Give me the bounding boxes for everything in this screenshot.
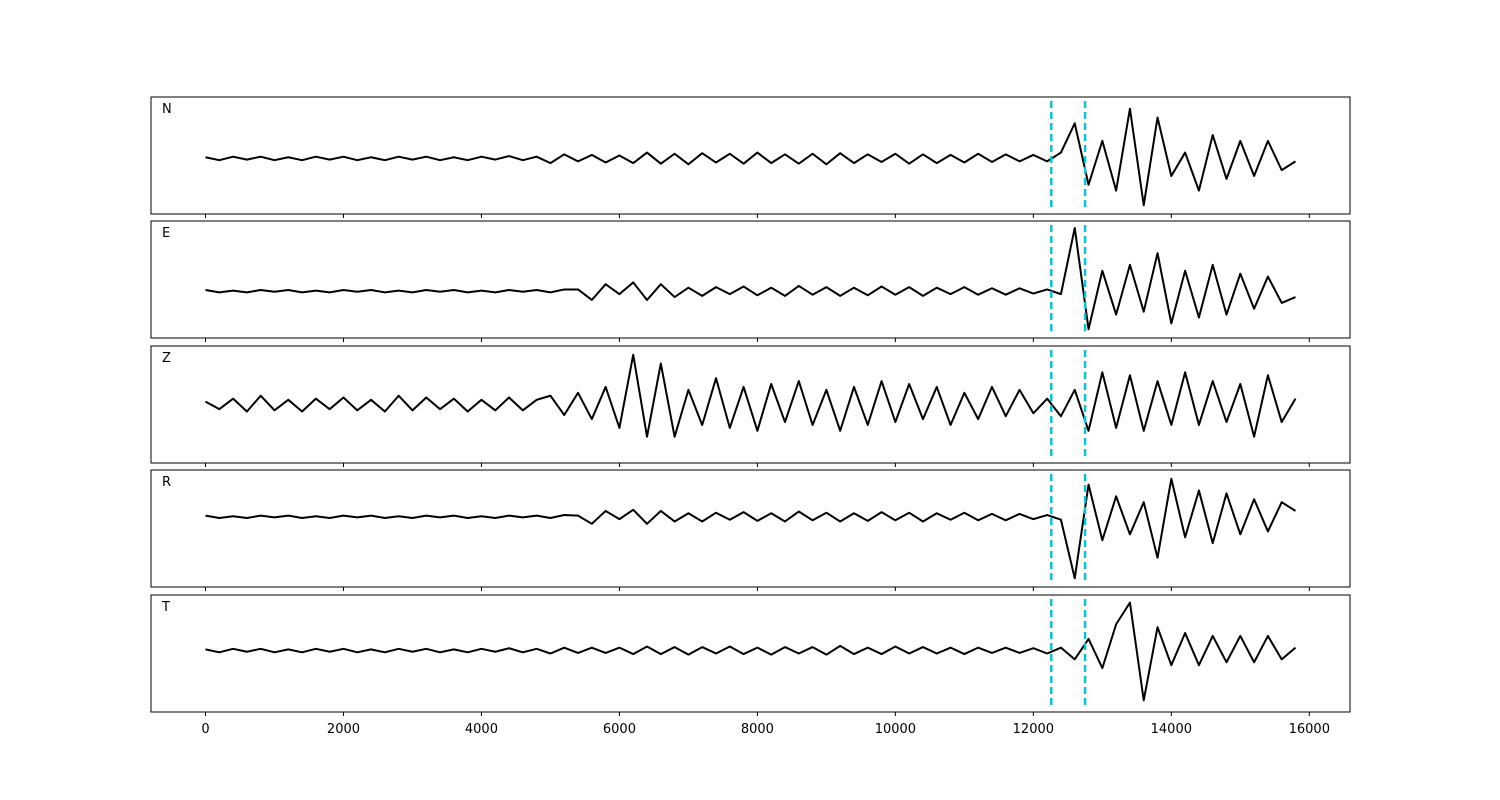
x-tick-label: 10000 xyxy=(875,722,916,737)
axes-frame xyxy=(150,96,1351,215)
waveform xyxy=(205,601,1297,702)
axes-frame xyxy=(150,469,1351,588)
axes-frame xyxy=(150,594,1351,713)
axes-frame xyxy=(150,220,1351,339)
axes-frame xyxy=(150,345,1351,464)
waveform xyxy=(205,353,1297,438)
waveform xyxy=(205,477,1297,580)
x-tick-label: 16000 xyxy=(1289,722,1330,737)
panel-label: N xyxy=(162,102,172,117)
x-tick-label: 0 xyxy=(201,722,209,737)
x-tick-label: 2000 xyxy=(327,722,360,737)
x-tick-label: 8000 xyxy=(741,722,774,737)
waveform xyxy=(205,107,1297,207)
panel-label: R xyxy=(162,475,171,490)
x-tick-label: 4000 xyxy=(465,722,498,737)
waveform xyxy=(205,227,1296,331)
x-tick-label: 12000 xyxy=(1013,722,1054,737)
panel-label: T xyxy=(161,600,170,615)
panel-label: E xyxy=(162,226,170,241)
x-tick-label: 6000 xyxy=(603,722,636,737)
panel-label: Z xyxy=(162,351,171,366)
x-tick-label: 14000 xyxy=(1151,722,1192,737)
